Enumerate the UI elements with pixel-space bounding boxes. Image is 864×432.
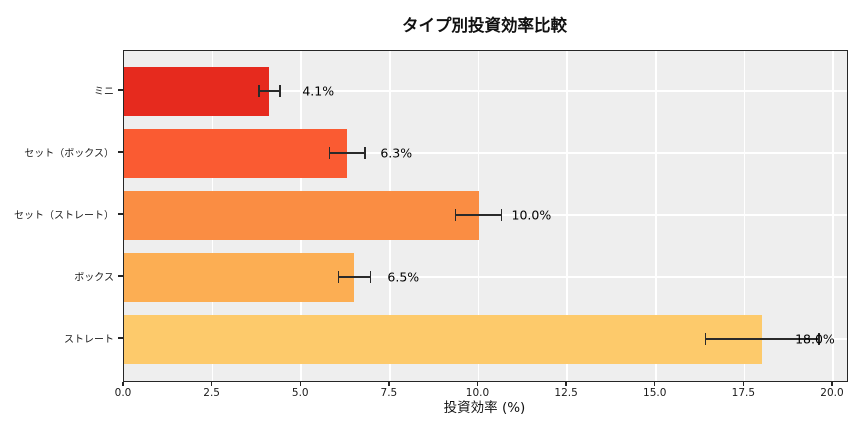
y-tick-label: ミニ (94, 86, 114, 98)
x-tick-mark (831, 381, 833, 386)
plot-area: 4.1% 6.3% 10.0% 6.5% 18.0% (123, 50, 848, 382)
bar (124, 314, 763, 364)
x-tick-label: 7.5 (380, 387, 398, 399)
gridline-x (743, 51, 746, 381)
x-tick-mark (299, 381, 301, 386)
error-bar-cap (328, 147, 331, 159)
x-tick-mark (476, 381, 479, 386)
y-tick-mark (118, 151, 123, 153)
error-bar-cap (454, 209, 457, 221)
x-tick-mark (388, 381, 390, 386)
y-tick-label: セット（ストレート） (14, 210, 114, 222)
x-tick-mark (654, 381, 656, 386)
value-label: 4.1% (302, 83, 335, 99)
x-tick-label: 0.0 (114, 387, 132, 399)
error-bar (329, 152, 366, 154)
x-tick-mark (210, 381, 213, 386)
y-tick-label: セット（ボックス） (24, 148, 114, 160)
value-label: 10.0% (511, 207, 552, 223)
error-bar-cap (817, 333, 820, 345)
x-tick-label: 5.0 (291, 387, 309, 399)
error-bar (455, 214, 502, 216)
error-bar-cap (279, 85, 281, 97)
x-tick-label: 2.5 (203, 387, 220, 399)
x-tick-label: 12.5 (554, 387, 578, 399)
gridline-y (124, 152, 847, 154)
gridline-x (566, 51, 568, 381)
bar (124, 66, 270, 116)
error-bar-cap (364, 147, 366, 159)
chart-title: タイプ別投資効率比較 (402, 16, 567, 35)
error-bar (258, 90, 280, 92)
y-tick-mark (118, 275, 123, 277)
x-tick-label: 20.0 (820, 387, 844, 399)
x-tick-mark (565, 381, 567, 386)
bar (124, 190, 479, 240)
y-tick-mark (118, 89, 123, 91)
y-tick-mark (118, 337, 123, 339)
x-tick-label: 17.5 (731, 387, 756, 399)
x-axis-title: 投資効率 (%) (443, 400, 526, 416)
error-bar-cap (369, 271, 372, 283)
value-label: 6.3% (380, 145, 413, 161)
error-bar-cap (704, 333, 707, 345)
y-tick-label: ボックス (74, 272, 114, 284)
y-tick-label: ストレート (64, 334, 114, 346)
value-label: 6.5% (387, 269, 420, 285)
value-label: 18.0% (795, 331, 835, 347)
gridline-y (124, 276, 847, 278)
error-bar-cap (500, 209, 503, 221)
error-bar-cap (337, 271, 340, 283)
error-bar (705, 338, 819, 340)
x-tick-mark (742, 381, 745, 386)
gridline-x (654, 51, 657, 381)
x-tick-mark (122, 381, 124, 386)
gridline-y (124, 90, 847, 92)
bar (124, 252, 355, 302)
x-tick-label: 15.0 (643, 387, 667, 399)
error-bar (338, 276, 371, 278)
x-tick-label: 10.0 (465, 387, 490, 399)
y-tick-mark (118, 213, 123, 215)
error-bar-cap (257, 85, 260, 97)
gridline-x (832, 51, 834, 381)
bar (124, 128, 348, 178)
